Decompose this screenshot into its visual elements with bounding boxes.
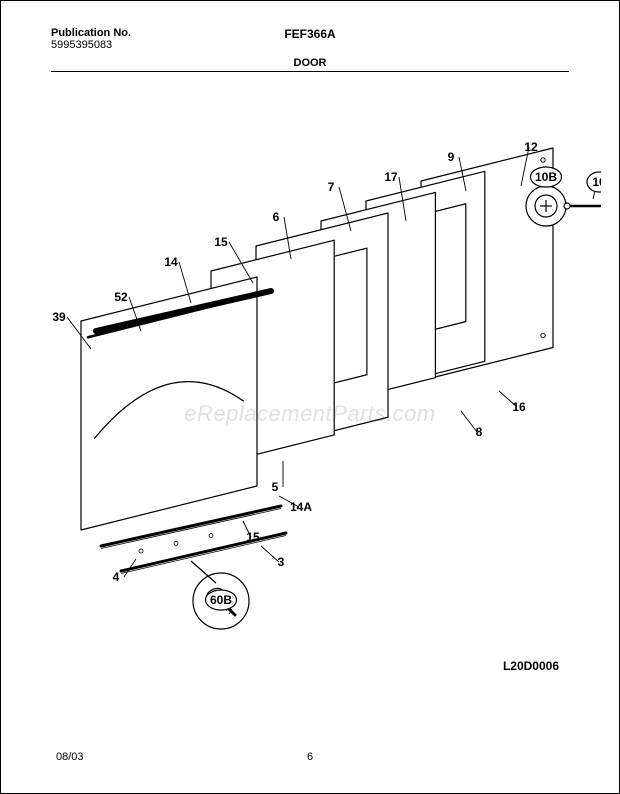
callout-4: 4 [113,570,120,584]
header: Publication No. 5995395083 FEF366A [51,27,569,51]
drawing-number: L20D0006 [503,659,559,673]
callout-14A: 14A [290,500,312,514]
callout-9: 9 [448,150,455,164]
callout-7: 7 [328,180,335,194]
section-title: DOOR [294,57,327,69]
callout-10B: 10B [535,170,557,184]
callout-5: 5 [272,480,279,494]
callout-52: 52 [114,290,128,304]
model-number: FEF366A [284,27,335,41]
callout-10: 10 [592,175,601,189]
footer-page-number: 6 [307,751,313,763]
callout-60B: 60B [210,593,232,607]
callout-15: 15 [214,235,228,249]
page-container: Publication No. 5995395083 FEF366A DOOR … [0,0,620,794]
callout-14: 14 [164,255,178,269]
callout-12: 12 [524,140,538,154]
footer-date: 08/03 [56,751,84,763]
diagram-svg: 39 52 14 15 6 7 17 9 12 10B 10 16 8 5 14A 15 3 4 60B [21,91,601,651]
callout-16: 16 [512,400,526,414]
callout-17: 17 [384,170,398,184]
header-rule [51,71,569,72]
callout-6: 6 [273,210,280,224]
callout-39: 39 [52,310,66,324]
exploded-diagram: 39 52 14 15 6 7 17 9 12 10B 10 16 8 5 14A 15 3 4 60B [21,91,601,651]
callout-8: 8 [476,425,483,439]
callout-15: 15 [246,530,260,544]
callout-3: 3 [278,555,285,569]
